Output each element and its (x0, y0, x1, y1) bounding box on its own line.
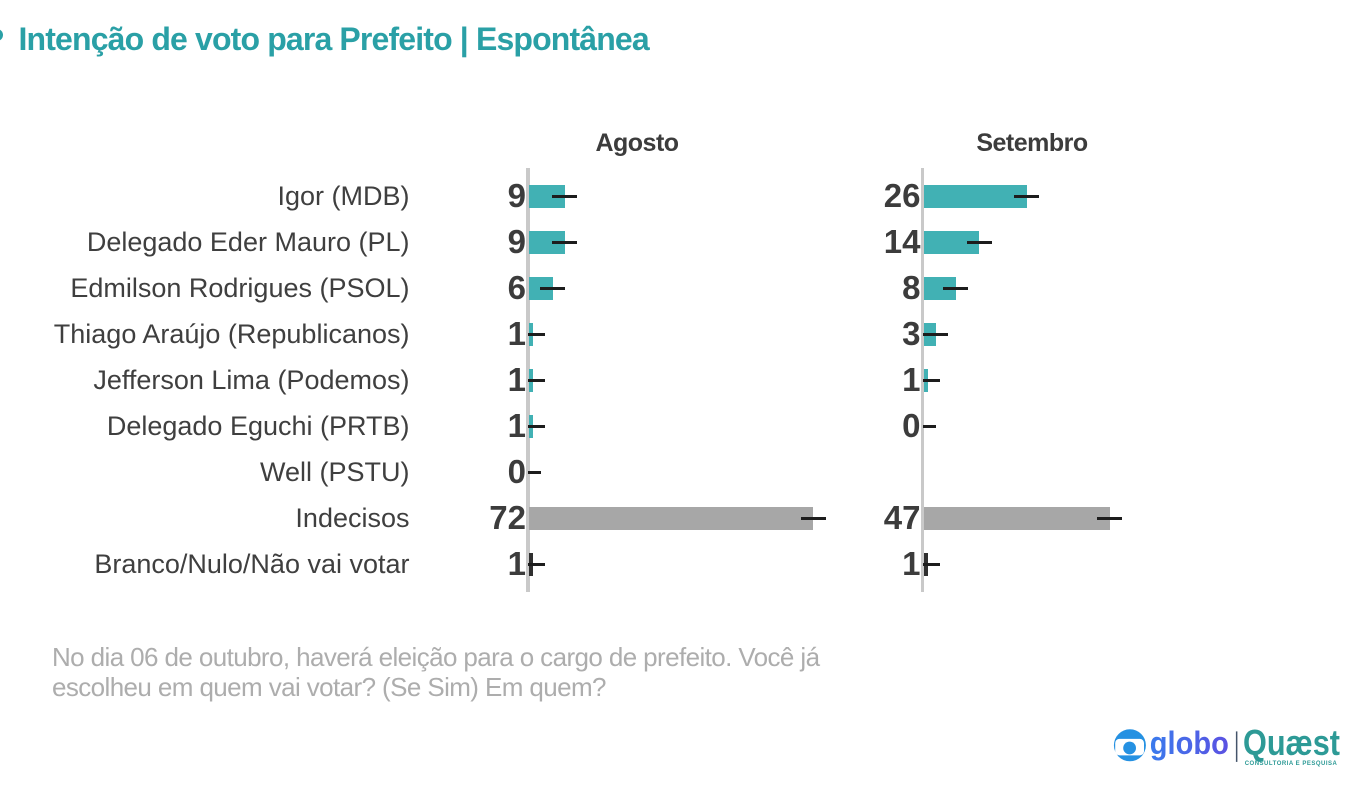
svg-text:CONSULTORIA E PESQUISA: CONSULTORIA E PESQUISA (1245, 761, 1338, 767)
svg-text:Quæst: Quæst (1243, 722, 1340, 763)
svg-text:globo: globo (1150, 725, 1229, 761)
